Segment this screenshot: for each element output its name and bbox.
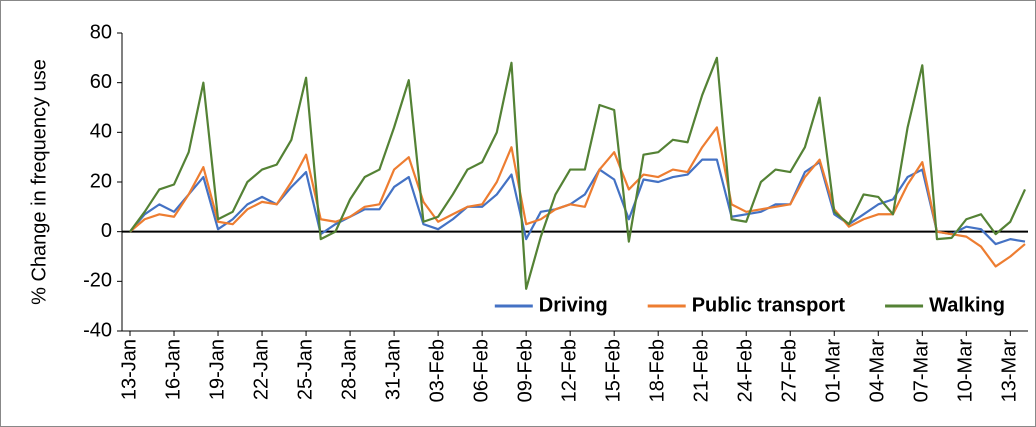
y-tick-label: 20 bbox=[90, 170, 112, 192]
x-tick-label: 28-Jan bbox=[338, 339, 360, 400]
x-tick-label: 07-Mar bbox=[911, 339, 933, 403]
series-line bbox=[129, 126, 1026, 268]
x-tick-label: 06-Feb bbox=[470, 339, 492, 402]
x-tick-label: 04-Mar bbox=[867, 339, 889, 403]
x-tick-label: 15-Feb bbox=[602, 339, 624, 402]
x-tick-label: 09-Feb bbox=[514, 339, 536, 402]
x-tick-label: 12-Feb bbox=[558, 339, 580, 402]
x-tick-label: 27-Feb bbox=[779, 339, 801, 402]
legend-label: Walking bbox=[929, 294, 1005, 316]
y-tick-label: -40 bbox=[83, 319, 112, 341]
y-tick-label: -20 bbox=[83, 270, 112, 292]
x-tick-label: 03-Feb bbox=[426, 339, 448, 402]
y-tick-label: 60 bbox=[90, 71, 112, 93]
x-tick-label: 13-Jan bbox=[118, 339, 140, 400]
x-tick-label: 18-Feb bbox=[646, 339, 668, 402]
x-tick-label: 21-Feb bbox=[690, 339, 712, 402]
y-tick-label: 80 bbox=[90, 21, 112, 43]
x-tick-label: 31-Jan bbox=[382, 339, 404, 400]
y-axis-title: % Change in frequency use bbox=[28, 59, 50, 305]
x-tick-label: 24-Feb bbox=[735, 339, 757, 402]
legend-label: Public transport bbox=[692, 294, 846, 316]
x-tick-label: 19-Jan bbox=[206, 339, 228, 400]
x-tick-label: 01-Mar bbox=[823, 339, 845, 403]
x-tick-label: 13-Mar bbox=[999, 339, 1021, 403]
x-tick-label: 25-Jan bbox=[294, 339, 316, 400]
legend-label: Driving bbox=[539, 294, 608, 316]
x-tick-label: 22-Jan bbox=[250, 339, 272, 400]
y-tick-label: 40 bbox=[90, 121, 112, 143]
y-tick-label: 0 bbox=[101, 220, 112, 242]
x-tick-label: 16-Jan bbox=[162, 339, 184, 400]
x-tick-label: 10-Mar bbox=[955, 339, 977, 403]
series-line bbox=[129, 56, 1027, 290]
